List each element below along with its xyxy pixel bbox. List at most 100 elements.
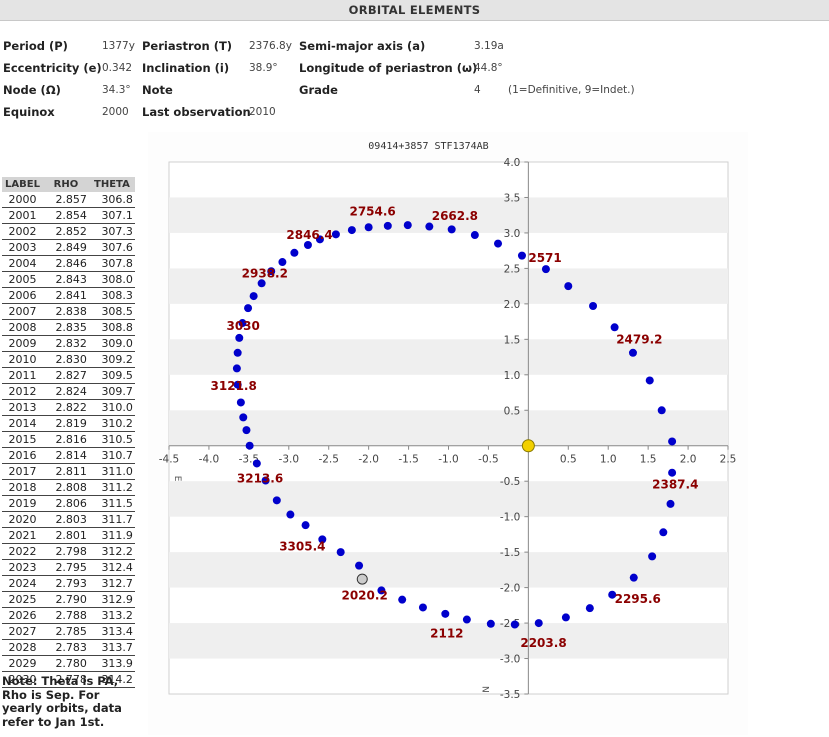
orbit-point xyxy=(517,251,526,260)
cell-label: 2011 xyxy=(2,367,43,384)
orbit-point xyxy=(608,590,617,599)
cell-label: 2024 xyxy=(2,575,43,592)
epoch-label: 2387.4 xyxy=(652,478,698,492)
table-row: 2029 2.780 313.9 xyxy=(2,655,135,672)
note-label: Note xyxy=(142,83,173,97)
orbit-point xyxy=(486,619,495,628)
east-mark: E xyxy=(172,476,182,482)
x-tick-label: -1.0 xyxy=(438,454,459,466)
north-mark: N xyxy=(479,686,489,693)
y-tick-label: -2.0 xyxy=(500,583,521,595)
y-tick-label: -3.5 xyxy=(500,689,521,701)
orbit-point xyxy=(252,459,261,468)
orbit-point xyxy=(290,248,299,257)
table-row: 2013 2.822 310.0 xyxy=(2,399,135,416)
y-tick-label: -0.5 xyxy=(500,476,521,488)
cell-theta: 313.2 xyxy=(88,607,135,624)
orbit-point xyxy=(286,510,295,519)
node-label: Node (Ω) xyxy=(3,83,61,97)
cell-theta: 307.1 xyxy=(88,207,135,224)
table-row: 2015 2.816 310.5 xyxy=(2,431,135,448)
cell-rho: 2.843 xyxy=(42,271,89,288)
table-row: 2001 2.854 307.1 xyxy=(2,207,135,224)
cell-theta: 311.7 xyxy=(88,511,135,528)
cell-label: 2006 xyxy=(2,287,43,304)
orbit-point xyxy=(249,292,258,301)
orbit-point xyxy=(244,304,253,313)
orbit-point xyxy=(331,230,340,239)
orbit-chart: 09414+3857 STF1374AB -4.5 -4.0 -3.5 -3.0 -2.5… xyxy=(159,141,737,701)
epoch-label: 3030 xyxy=(226,319,259,333)
orbit-point xyxy=(398,595,407,604)
cell-rho: 2.811 xyxy=(42,463,89,480)
orbit-point xyxy=(233,348,242,357)
x-tick-label: -2.0 xyxy=(358,454,379,466)
y-tick-label: -1.0 xyxy=(500,512,521,524)
cell-label: 2014 xyxy=(2,415,43,432)
table-row: 2026 2.788 313.2 xyxy=(2,607,135,624)
table-row: 2009 2.832 309.0 xyxy=(2,335,135,352)
orbit-point xyxy=(668,468,677,477)
period-label: Period (P) xyxy=(3,39,68,53)
table-row: 2011 2.827 309.5 xyxy=(2,367,135,384)
orbit-point xyxy=(510,620,519,629)
orbit-point xyxy=(629,573,638,582)
table-row: 2010 2.830 309.2 xyxy=(2,351,135,368)
orbit-point xyxy=(418,603,427,612)
cell-theta: 311.2 xyxy=(88,479,135,496)
orbit-point xyxy=(589,301,598,310)
orbit-point xyxy=(272,496,281,505)
table-row: 2017 2.811 311.0 xyxy=(2,463,135,480)
current-position-point xyxy=(356,573,368,585)
cell-rho: 2.838 xyxy=(42,303,89,320)
orbit-point xyxy=(659,528,668,537)
cell-theta: 312.7 xyxy=(88,575,135,592)
cell-theta: 312.2 xyxy=(88,543,135,560)
grid-band xyxy=(169,623,728,659)
cell-theta: 310.5 xyxy=(88,431,135,448)
orbit-point xyxy=(278,258,287,267)
epoch-label: 2112 xyxy=(430,627,463,641)
orbit-point xyxy=(628,348,637,357)
x-tick-label: 1.0 xyxy=(600,454,617,466)
cell-label: 2025 xyxy=(2,591,43,608)
cell-theta: 312.4 xyxy=(88,559,135,576)
table-row: 2021 2.801 311.9 xyxy=(2,527,135,544)
cell-rho: 2.785 xyxy=(42,623,89,640)
table-row: 2000 2.857 306.8 xyxy=(2,192,135,208)
cell-label: 2009 xyxy=(2,335,43,352)
x-tick-label: -2.5 xyxy=(318,454,339,466)
cell-theta: 311.5 xyxy=(88,495,135,512)
column-header-theta: THETA xyxy=(88,177,135,192)
x-tick-label: -0.5 xyxy=(478,454,499,466)
grid-band xyxy=(169,552,728,588)
orbit-point xyxy=(245,441,254,450)
orbit-point xyxy=(377,586,386,595)
eccentricity-label: Eccentricity (e) xyxy=(3,61,102,75)
cell-rho: 2.798 xyxy=(42,543,89,560)
orbit-point xyxy=(645,376,654,385)
epoch-label: 2020.2 xyxy=(341,588,387,602)
cell-label: 2003 xyxy=(2,239,43,256)
cell-rho: 2.790 xyxy=(42,591,89,608)
cell-rho: 2.783 xyxy=(42,639,89,656)
cell-label: 2030 xyxy=(2,671,43,688)
cell-label: 2029 xyxy=(2,655,43,672)
cell-label: 2000 xyxy=(2,192,43,208)
cell-rho: 2.849 xyxy=(42,239,89,256)
cell-label: 2005 xyxy=(2,271,43,288)
last-observation-value: 2010 xyxy=(249,106,276,118)
grid-band xyxy=(169,481,728,517)
y-tick-label: -1.5 xyxy=(500,547,521,559)
table-row: 2025 2.790 312.9 xyxy=(2,591,135,608)
cell-rho: 2.824 xyxy=(42,383,89,400)
eccentricity-value: 0.342 xyxy=(102,62,133,74)
epoch-label: 3121.8 xyxy=(211,379,257,393)
table-row: 2022 2.798 312.2 xyxy=(2,543,135,560)
grid-band xyxy=(169,339,728,375)
grade-label: Grade xyxy=(299,83,338,97)
y-tick-label: 1.5 xyxy=(504,334,521,346)
grid-band xyxy=(169,410,728,446)
orbit-point xyxy=(534,619,543,628)
cell-label: 2004 xyxy=(2,255,43,272)
